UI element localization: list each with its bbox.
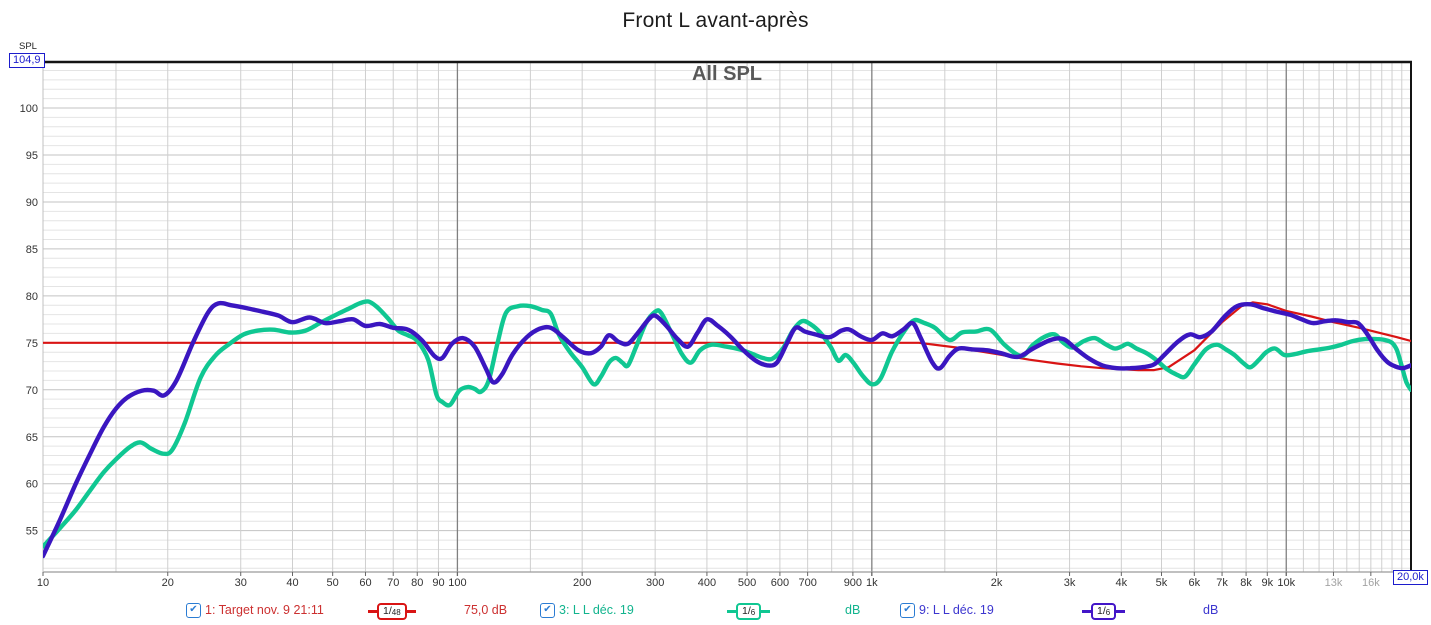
trace1-label[interactable]: 1: Target nov. 9 21:11 bbox=[205, 603, 324, 617]
svg-text:90: 90 bbox=[432, 577, 444, 589]
trace9-line-sample bbox=[1082, 610, 1091, 613]
svg-text:7k: 7k bbox=[1216, 577, 1228, 589]
svg-text:75: 75 bbox=[26, 338, 38, 350]
svg-text:8k: 8k bbox=[1240, 577, 1252, 589]
plot-border bbox=[42, 60, 1412, 576]
trace1-level-value[interactable]: 75,0 dB bbox=[464, 603, 508, 617]
trace9-line-sample bbox=[1116, 610, 1126, 613]
svg-text:600: 600 bbox=[771, 577, 789, 589]
svg-text:3k: 3k bbox=[1064, 577, 1076, 589]
svg-text:80: 80 bbox=[411, 577, 423, 589]
check-icon: ✔ bbox=[543, 604, 552, 615]
x-axis-max-input[interactable]: 20,0k bbox=[1393, 570, 1428, 585]
trace3-level-unit[interactable]: dB bbox=[845, 603, 861, 617]
chart-title: Front L avant-après bbox=[622, 9, 809, 32]
svg-text:16k: 16k bbox=[1362, 577, 1380, 589]
trace9-level-unit[interactable]: dB bbox=[1203, 603, 1219, 617]
svg-text:400: 400 bbox=[698, 577, 716, 589]
trace9-label[interactable]: 9: L L déc. 19 bbox=[919, 603, 994, 617]
svg-text:55: 55 bbox=[26, 526, 38, 538]
svg-text:9k: 9k bbox=[1261, 577, 1273, 589]
svg-text:1k: 1k bbox=[866, 577, 878, 589]
check-icon: ✔ bbox=[903, 604, 912, 615]
svg-text:700: 700 bbox=[798, 577, 816, 589]
check-icon: ✔ bbox=[189, 604, 198, 615]
trace9-smoothing-control[interactable]: 1/6 bbox=[1082, 603, 1126, 620]
svg-text:4k: 4k bbox=[1116, 577, 1128, 589]
y-axis-tick-labels: 100 95 90 85 80 75 70 65 60 55 bbox=[20, 103, 38, 538]
svg-text:2k: 2k bbox=[991, 577, 1003, 589]
grid bbox=[43, 62, 1411, 576]
svg-text:70: 70 bbox=[26, 385, 38, 397]
trace3-smoothing-badge: 1/6 bbox=[736, 603, 762, 620]
svg-text:6k: 6k bbox=[1188, 577, 1200, 589]
svg-text:100: 100 bbox=[448, 577, 466, 589]
trace3-line-sample bbox=[761, 610, 771, 613]
svg-text:65: 65 bbox=[26, 432, 38, 444]
svg-text:13k: 13k bbox=[1325, 577, 1343, 589]
legend-bar: ✔ 1: Target nov. 9 21:11 1/48 75,0 dB ✔ … bbox=[0, 598, 1431, 625]
svg-text:60: 60 bbox=[359, 577, 371, 589]
plot-heading: All SPL bbox=[691, 63, 762, 85]
svg-text:20: 20 bbox=[162, 577, 174, 589]
trace9-checkbox[interactable]: ✔ bbox=[900, 603, 915, 618]
svg-text:100: 100 bbox=[20, 103, 38, 115]
svg-text:10k: 10k bbox=[1277, 577, 1295, 589]
y-axis-title: SPL bbox=[19, 41, 37, 52]
svg-text:85: 85 bbox=[26, 244, 38, 256]
svg-text:5k: 5k bbox=[1156, 577, 1168, 589]
svg-text:95: 95 bbox=[26, 150, 38, 162]
trace3-label[interactable]: 3: L L déc. 19 bbox=[559, 603, 634, 617]
trace9-smoothing-badge: 1/6 bbox=[1091, 603, 1117, 620]
svg-text:50: 50 bbox=[327, 577, 339, 589]
x-axis-tick-labels: 10 20 30 40 50 60 70 80 90 100 200 300 400 500 600 700 9… bbox=[37, 577, 1380, 589]
trace1-checkbox[interactable]: ✔ bbox=[186, 603, 201, 618]
traces bbox=[43, 299, 1411, 559]
trace-2 bbox=[43, 300, 1411, 559]
svg-text:500: 500 bbox=[738, 577, 756, 589]
svg-text:80: 80 bbox=[26, 291, 38, 303]
svg-text:40: 40 bbox=[286, 577, 298, 589]
svg-text:300: 300 bbox=[646, 577, 664, 589]
svg-text:200: 200 bbox=[573, 577, 591, 589]
svg-text:900: 900 bbox=[844, 577, 862, 589]
spl-plot-area[interactable]: 10 20 30 40 50 60 70 80 90 100 200 300 400 500 600 700 9… bbox=[0, 0, 1431, 597]
trace1-line-sample bbox=[406, 610, 416, 613]
svg-text:70: 70 bbox=[387, 577, 399, 589]
y-axis-max-input[interactable]: 104,9 bbox=[9, 53, 45, 68]
trace3-checkbox[interactable]: ✔ bbox=[540, 603, 555, 618]
trace-1 bbox=[43, 299, 1411, 549]
svg-text:30: 30 bbox=[235, 577, 247, 589]
svg-text:90: 90 bbox=[26, 197, 38, 209]
svg-text:60: 60 bbox=[26, 479, 38, 491]
trace3-smoothing-control[interactable]: 1/6 bbox=[727, 603, 771, 620]
trace1-smoothing-control[interactable]: 1/48 bbox=[368, 603, 416, 620]
trace1-line-sample bbox=[368, 610, 377, 613]
trace1-smoothing-badge: 1/48 bbox=[377, 603, 407, 620]
svg-text:10: 10 bbox=[37, 577, 49, 589]
trace3-line-sample bbox=[727, 610, 736, 613]
